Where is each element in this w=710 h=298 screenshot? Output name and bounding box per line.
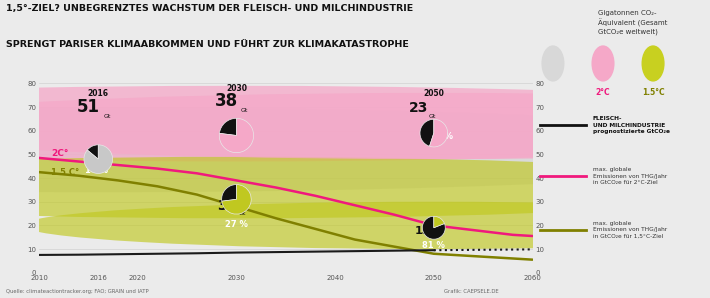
Wedge shape (430, 119, 447, 147)
Text: Gt: Gt (429, 114, 436, 119)
Wedge shape (219, 118, 253, 153)
Text: 51: 51 (77, 98, 100, 116)
Text: 2°C: 2°C (596, 88, 611, 97)
Text: 23: 23 (410, 101, 429, 115)
Text: Quelle: climateactiontracker.org; FAO; GRAIN und IATP: Quelle: climateactiontracker.org; FAO; G… (6, 288, 148, 294)
Ellipse shape (0, 107, 710, 192)
Circle shape (592, 46, 614, 81)
Text: 1.5 C°: 1.5 C° (51, 167, 79, 176)
Text: 1,5°-ZIEL? UNBEGRENZTES WACHSTUM DER FLEISCH- UND MILCHINDUSTRIE: 1,5°-ZIEL? UNBEGRENZTES WACHSTUM DER FLE… (6, 4, 413, 13)
Wedge shape (422, 216, 445, 239)
Text: 38: 38 (215, 92, 238, 110)
Text: 2030: 2030 (226, 83, 247, 93)
Wedge shape (84, 145, 113, 173)
Text: max. globale
Emissionen von THG/Jahr
in GtCO₂e für 1,5°C-Ziel: max. globale Emissionen von THG/Jahr in … (593, 221, 667, 238)
Text: 14 %: 14 % (84, 166, 108, 175)
Text: Grafik: CAEPSELE.DE: Grafik: CAEPSELE.DE (444, 288, 498, 294)
Text: Gigatonnen CO₂-
Äquivalent (Gesamt
GtCO₂e weltweit): Gigatonnen CO₂- Äquivalent (Gesamt GtCO₂… (598, 10, 667, 35)
Text: SPRENGT PARISER KLIMAABKOMMEN UND FÜHRT ZUR KLIMAKATASTROPHE: SPRENGT PARISER KLIMAABKOMMEN UND FÜHRT … (6, 40, 408, 49)
Text: Gt: Gt (241, 108, 248, 113)
Text: max. globale
Emissionen von THG/Jahr
in GtCO₂e für 2°C-Ziel: max. globale Emissionen von THG/Jahr in … (593, 167, 667, 185)
Text: 1.5°C: 1.5°C (642, 88, 665, 97)
Text: 2C°: 2C° (51, 149, 68, 158)
Text: 23 %: 23 % (225, 142, 248, 150)
Wedge shape (434, 216, 444, 228)
Wedge shape (420, 119, 434, 146)
Circle shape (542, 46, 564, 81)
Text: 27 %: 27 % (225, 220, 248, 229)
Text: Gt: Gt (239, 211, 246, 216)
Circle shape (643, 46, 664, 81)
Ellipse shape (0, 86, 710, 162)
Ellipse shape (22, 202, 710, 249)
Text: 2016: 2016 (88, 89, 109, 98)
Text: FLEISCH-
UND MILCHINDUSTRIE
prognostizierte GtCO₂e: FLEISCH- UND MILCHINDUSTRIE prognostizie… (593, 117, 670, 134)
Wedge shape (87, 145, 98, 159)
Text: 31: 31 (217, 199, 236, 213)
Ellipse shape (0, 93, 710, 159)
Text: 45 %: 45 % (430, 132, 453, 141)
Text: 2050: 2050 (423, 89, 444, 98)
Text: 81 %: 81 % (422, 241, 445, 250)
Ellipse shape (0, 157, 710, 218)
Text: 13: 13 (414, 226, 430, 236)
Text: Gt: Gt (103, 114, 111, 119)
Text: Gt: Gt (432, 234, 439, 239)
Wedge shape (222, 184, 251, 214)
Wedge shape (222, 184, 236, 201)
Wedge shape (219, 118, 236, 136)
